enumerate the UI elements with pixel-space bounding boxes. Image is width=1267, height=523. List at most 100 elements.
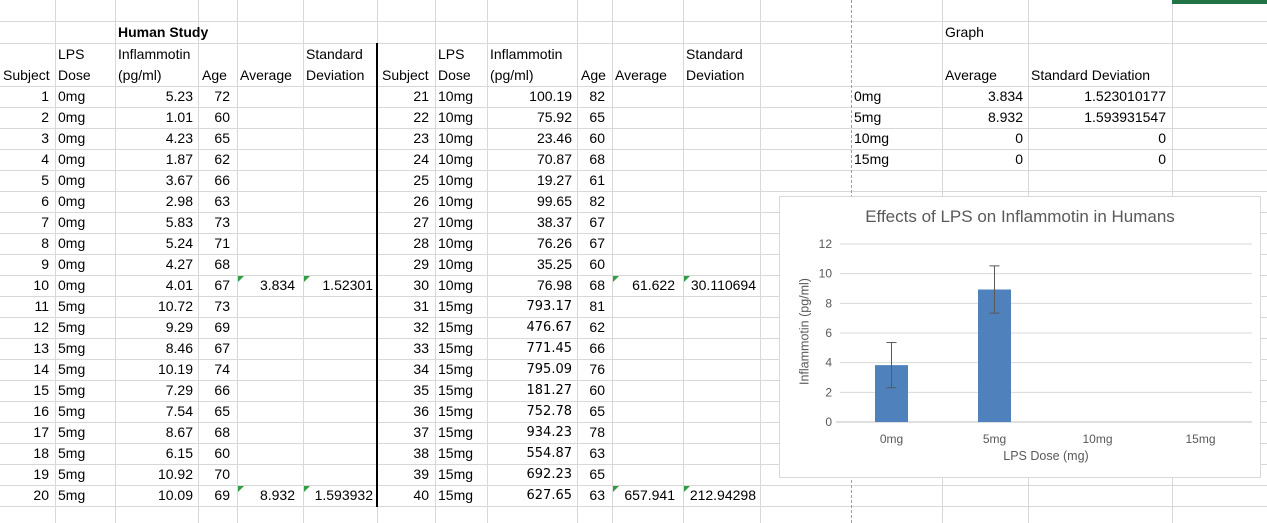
summary-cell-sd[interactable]: 1.523010177 bbox=[1084, 88, 1166, 104]
cell-dose[interactable]: 15mg bbox=[438, 403, 474, 419]
cell-age[interactable]: 63 bbox=[589, 445, 605, 461]
cell-age[interactable]: 68 bbox=[589, 151, 605, 167]
header-pgml[interactable]: (pg/ml) bbox=[118, 67, 162, 83]
cell-dose[interactable]: 5mg bbox=[58, 424, 86, 440]
cell-subject[interactable]: 20 bbox=[33, 487, 49, 503]
cell-subject[interactable]: 19 bbox=[33, 466, 49, 482]
cell-age[interactable]: 60 bbox=[589, 256, 605, 272]
chart-x-axis-title[interactable]: LPS Dose (mg) bbox=[1003, 449, 1089, 463]
chart[interactable]: 0 2 4 6 8 10 12 0mg 5mg 10mg 15mg Effects of LPS o… bbox=[779, 196, 1261, 478]
cell-age[interactable]: 82 bbox=[589, 88, 605, 104]
cell-inflammotin[interactable]: 23.46 bbox=[536, 130, 572, 146]
header-average[interactable]: Average bbox=[615, 67, 667, 83]
cell-subject[interactable]: 6 bbox=[41, 193, 49, 209]
sheet-title[interactable]: Human Study bbox=[118, 24, 209, 40]
chart-title[interactable]: Effects of LPS on Inflammotin in Humans bbox=[865, 207, 1175, 226]
cell-age[interactable]: 68 bbox=[214, 424, 230, 440]
cell-subject[interactable]: 36 bbox=[413, 403, 429, 419]
cell-dose[interactable]: 15mg bbox=[438, 319, 474, 335]
cell-age[interactable]: 81 bbox=[589, 298, 605, 314]
cell-age[interactable]: 68 bbox=[214, 256, 230, 272]
cell-age[interactable]: 67 bbox=[214, 277, 230, 293]
header-deviation[interactable]: Deviation bbox=[686, 67, 745, 83]
cell-age[interactable]: 63 bbox=[589, 487, 605, 503]
cell-std-deviation[interactable]: 1.52301 bbox=[322, 277, 373, 293]
cell-age[interactable]: 65 bbox=[589, 466, 605, 482]
cell-age[interactable]: 68 bbox=[589, 277, 605, 293]
cell-subject[interactable]: 32 bbox=[413, 319, 429, 335]
cell-inflammotin[interactable]: 5.83 bbox=[165, 214, 193, 230]
cell-inflammotin[interactable]: 476.67 bbox=[526, 320, 573, 335]
cell-inflammotin[interactable]: 99.65 bbox=[536, 193, 572, 209]
cell-age[interactable]: 76 bbox=[589, 361, 605, 377]
cell-inflammotin[interactable]: 554.87 bbox=[526, 446, 573, 461]
cell-inflammotin[interactable]: 692.23 bbox=[526, 467, 573, 482]
cell-inflammotin[interactable]: 35.25 bbox=[536, 256, 572, 272]
cell-dose[interactable]: 10mg bbox=[438, 214, 474, 230]
cell-inflammotin[interactable]: 934.23 bbox=[526, 425, 573, 440]
cell-inflammotin[interactable]: 8.46 bbox=[165, 340, 193, 356]
cell-subject[interactable]: 28 bbox=[413, 235, 429, 251]
cell-inflammotin[interactable]: 4.01 bbox=[165, 277, 193, 293]
cell-subject[interactable]: 37 bbox=[413, 424, 429, 440]
cell-dose[interactable]: 5mg bbox=[58, 445, 86, 461]
cell-age[interactable]: 65 bbox=[214, 403, 230, 419]
cell-dose[interactable]: 10mg bbox=[438, 109, 474, 125]
cell-inflammotin[interactable]: 10.19 bbox=[157, 361, 193, 377]
header-dose[interactable]: Dose bbox=[58, 67, 91, 83]
cell-age[interactable]: 78 bbox=[589, 424, 605, 440]
header-pgml[interactable]: (pg/ml) bbox=[490, 67, 534, 83]
cell-dose[interactable]: 10mg bbox=[438, 151, 474, 167]
header-inflammotin[interactable]: Inflammotin bbox=[490, 46, 563, 62]
chart-y-axis-title[interactable]: Inflammotin (pg/ml) bbox=[797, 278, 812, 385]
cell-dose[interactable]: 15mg bbox=[438, 361, 474, 377]
header-lps[interactable]: LPS bbox=[438, 46, 465, 62]
cell-subject[interactable]: 29 bbox=[413, 256, 429, 272]
cell-dose[interactable]: 5mg bbox=[58, 382, 86, 398]
cell-dose[interactable]: 15mg bbox=[438, 466, 474, 482]
cell-dose[interactable]: 0mg bbox=[58, 235, 86, 251]
cell-age[interactable]: 62 bbox=[214, 151, 230, 167]
cell-subject[interactable]: 12 bbox=[33, 319, 49, 335]
cell-subject[interactable]: 27 bbox=[413, 214, 429, 230]
cell-dose[interactable]: 0mg bbox=[58, 277, 86, 293]
cell-inflammotin[interactable]: 1.87 bbox=[165, 151, 193, 167]
summary-cell-average[interactable]: 3.834 bbox=[987, 88, 1023, 104]
summary-cell-average[interactable]: 0 bbox=[1015, 151, 1023, 167]
cell-dose[interactable]: 5mg bbox=[58, 298, 86, 314]
cell-std-deviation[interactable]: 212.94298 bbox=[689, 487, 756, 503]
cell-age[interactable]: 60 bbox=[214, 109, 230, 125]
cell-dose[interactable]: 5mg bbox=[58, 487, 86, 503]
cell-age[interactable]: 74 bbox=[214, 361, 230, 377]
cell-dose[interactable]: 10mg bbox=[438, 172, 474, 188]
cell-subject[interactable]: 3 bbox=[41, 130, 49, 146]
cell-dose[interactable]: 0mg bbox=[58, 193, 86, 209]
cell-age[interactable]: 73 bbox=[214, 298, 230, 314]
header-deviation[interactable]: Deviation bbox=[306, 67, 365, 83]
cell-dose[interactable]: 15mg bbox=[438, 445, 474, 461]
cell-age[interactable]: 66 bbox=[589, 340, 605, 356]
cell-age[interactable]: 62 bbox=[589, 319, 605, 335]
cell-dose[interactable]: 0mg bbox=[58, 151, 86, 167]
cell-std-deviation[interactable]: 1.593932 bbox=[314, 487, 373, 503]
cell-subject[interactable]: 26 bbox=[413, 193, 429, 209]
cell-inflammotin[interactable]: 5.23 bbox=[165, 88, 193, 104]
cell-inflammotin[interactable]: 793.17 bbox=[526, 299, 573, 314]
cell-age[interactable]: 71 bbox=[214, 235, 230, 251]
cell-dose[interactable]: 10mg bbox=[438, 88, 474, 104]
cell-subject[interactable]: 30 bbox=[413, 277, 429, 293]
cell-dose[interactable]: 15mg bbox=[438, 487, 474, 503]
cell-average[interactable]: 657.941 bbox=[624, 487, 675, 503]
cell-dose[interactable]: 10mg bbox=[438, 130, 474, 146]
cell-subject[interactable]: 9 bbox=[41, 256, 49, 272]
cell-subject[interactable]: 25 bbox=[413, 172, 429, 188]
cell-average[interactable]: 61.622 bbox=[632, 277, 675, 293]
cell-average[interactable]: 3.834 bbox=[259, 277, 295, 293]
cell-dose[interactable]: 0mg bbox=[58, 109, 86, 125]
cell-dose[interactable]: 15mg bbox=[438, 424, 474, 440]
cell-dose[interactable]: 0mg bbox=[58, 130, 86, 146]
cell-age[interactable]: 67 bbox=[589, 235, 605, 251]
cell-subject[interactable]: 38 bbox=[413, 445, 429, 461]
cell-age[interactable]: 70 bbox=[214, 466, 230, 482]
cell-age[interactable]: 65 bbox=[214, 130, 230, 146]
